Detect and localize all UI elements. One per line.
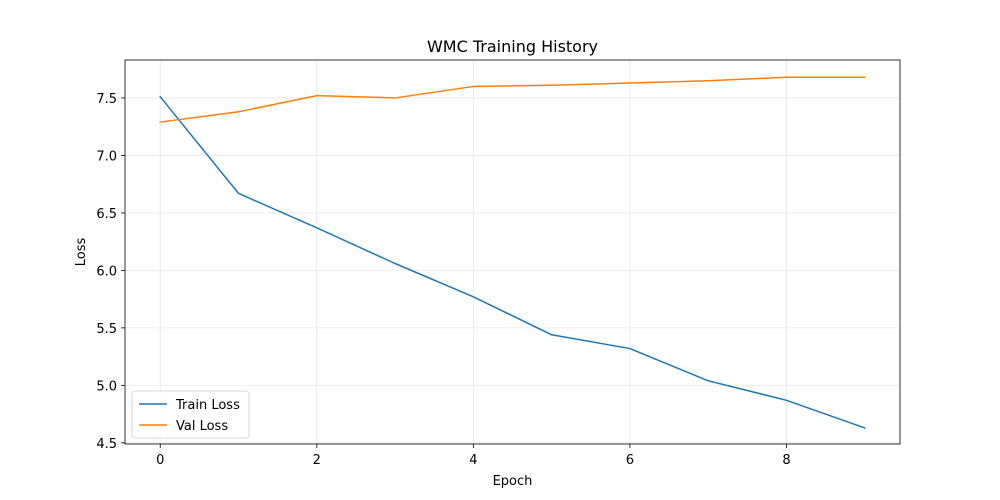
y-tick-label: 6.5 (96, 207, 117, 222)
grid (125, 60, 900, 444)
chart-title: WMC Training History (427, 37, 598, 56)
y-tick-label: 5.5 (96, 322, 117, 337)
series-line-val-loss (159, 76, 866, 123)
series-layer (159, 76, 866, 429)
y-axis-label: Loss (74, 238, 89, 267)
legend: Train Loss Val Loss (131, 390, 250, 439)
x-tick-label: 4 (469, 453, 477, 468)
x-axis-label: Epoch (493, 474, 533, 489)
y-tick-label: 7.5 (96, 92, 117, 107)
y-tick-label: 6.0 (96, 264, 117, 279)
x-tick-label: 6 (626, 453, 634, 468)
x-tick-label: 2 (313, 453, 321, 468)
y-tick-label: 5.0 (96, 379, 117, 394)
x-tick-label: 0 (156, 453, 164, 468)
legend-label-train-loss: Train Loss (175, 398, 240, 413)
legend-label-val-loss: Val Loss (176, 419, 228, 434)
x-tick-label: 8 (782, 453, 790, 468)
y-tick-label: 4.5 (96, 437, 117, 452)
plot-frame (124, 59, 901, 445)
legend-box (131, 390, 250, 439)
series-line-train-loss (159, 95, 866, 429)
ticks: 0 2 4 6 8 4.5 5.0 5.5 6.0 6.5 7.0 7.5 (96, 92, 790, 468)
y-tick-label: 7.0 (96, 149, 117, 164)
